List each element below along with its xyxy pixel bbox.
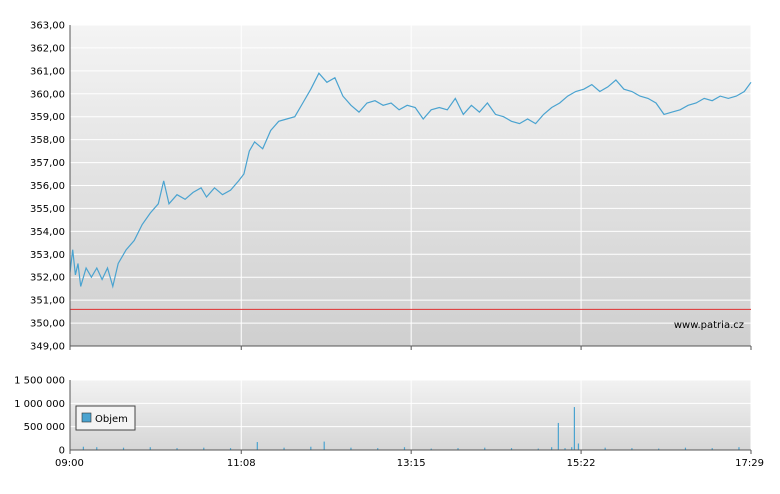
- price-y-tick-label: 355,00: [30, 204, 65, 215]
- volume-bar: [229, 448, 232, 450]
- volume-bar: [283, 447, 285, 450]
- volume-bar: [658, 448, 660, 450]
- volume-bar: [571, 447, 573, 450]
- volume-y-tick-label: 1 500 000: [14, 376, 65, 387]
- volume-y-tick-label: 1 000 000: [14, 399, 65, 410]
- x-tick-label: 11:08: [227, 458, 256, 469]
- volume-bar: [577, 443, 580, 450]
- volume-bar: [403, 447, 406, 450]
- volume-bar: [350, 447, 352, 450]
- volume-bar: [631, 448, 633, 450]
- legend-label: Objem: [95, 414, 128, 425]
- volume-bar: [430, 448, 432, 450]
- volume-bars: [82, 407, 740, 450]
- x-tick-label: 15:22: [567, 458, 596, 469]
- volume-bar: [484, 447, 486, 450]
- volume-bar: [457, 448, 459, 450]
- price-y-axis: 363,00 362,00 361,00 360,00 359,00 358,00 357,…: [30, 21, 65, 353]
- volume-y-axis: 1 500 000 1 000 000 500 000 0: [14, 376, 65, 457]
- volume-grid: [69, 379, 752, 451]
- x-tick-label: 09:00: [55, 458, 84, 469]
- x-tick-label: 13:15: [397, 458, 426, 469]
- volume-y-tick-label: 500 000: [24, 422, 65, 433]
- volume-bar: [551, 447, 553, 450]
- price-y-tick-label: 356,00: [30, 181, 65, 192]
- volume-bar: [310, 446, 312, 450]
- volume-plot-area: [70, 380, 751, 450]
- price-y-tick-label: 363,00: [30, 21, 65, 32]
- volume-bar: [711, 448, 713, 450]
- volume-bar: [684, 447, 687, 450]
- volume-bar: [738, 447, 740, 450]
- price-y-tick-label: 362,00: [30, 43, 65, 54]
- price-y-tick-label: 359,00: [30, 112, 65, 123]
- volume-bar: [122, 447, 125, 450]
- volume-x-axis: 09:00 11:08 13:15 15:22 17:29: [55, 380, 764, 469]
- price-y-tick-label: 358,00: [30, 135, 65, 146]
- price-y-tick-label: 351,00: [30, 296, 65, 307]
- volume-bar: [256, 442, 258, 450]
- price-x-axis: [69, 25, 752, 350]
- volume-bar: [573, 407, 575, 450]
- price-y-tick-label: 349,00: [30, 342, 65, 353]
- price-y-tick-label: 361,00: [30, 66, 65, 77]
- volume-bar: [82, 446, 84, 450]
- volume-bar: [176, 448, 178, 450]
- volume-y-tick-label: 0: [59, 446, 65, 457]
- volume-bar: [323, 441, 325, 450]
- price-series-line: [69, 72, 752, 289]
- volume-bar: [564, 448, 566, 450]
- volume-bar: [96, 447, 98, 450]
- volume-bar: [604, 447, 606, 450]
- volume-legend: Objem: [75, 405, 136, 431]
- price-y-tick-label: 354,00: [30, 227, 65, 238]
- price-y-tick-label: 350,00: [30, 319, 65, 330]
- price-y-tick-label: 357,00: [30, 158, 65, 169]
- volume-bar: [510, 448, 513, 450]
- x-tick-label: 17:29: [735, 458, 764, 469]
- price-y-tick-label: 353,00: [30, 250, 65, 261]
- price-y-tick-label: 360,00: [30, 89, 65, 100]
- volume-bar: [537, 448, 539, 450]
- price-y-tick-label: 352,00: [30, 273, 65, 284]
- volume-bar: [203, 447, 205, 450]
- volume-bar: [557, 422, 559, 450]
- legend-swatch: [81, 412, 92, 423]
- volume-bar: [149, 447, 151, 450]
- watermark-text: www.patria.cz: [674, 320, 744, 331]
- volume-bar: [377, 448, 379, 450]
